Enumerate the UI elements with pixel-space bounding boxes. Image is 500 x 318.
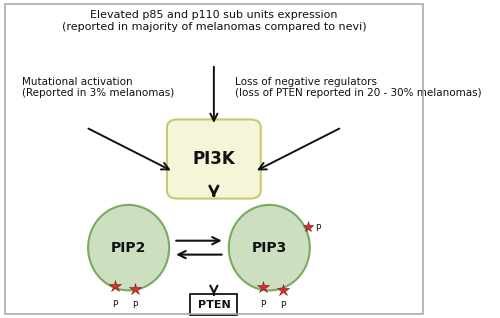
Text: PI3K: PI3K bbox=[192, 150, 236, 168]
Text: PIP3: PIP3 bbox=[252, 241, 287, 255]
FancyBboxPatch shape bbox=[167, 120, 261, 198]
FancyBboxPatch shape bbox=[190, 294, 238, 315]
Text: Loss of negative regulators
(loss of PTEN reported in 20 - 30% melanomas): Loss of negative regulators (loss of PTE… bbox=[235, 77, 482, 98]
Text: PTEN: PTEN bbox=[198, 300, 230, 310]
Text: P: P bbox=[280, 301, 285, 310]
Text: P: P bbox=[132, 301, 138, 310]
Ellipse shape bbox=[229, 205, 310, 290]
Ellipse shape bbox=[88, 205, 169, 290]
Text: P: P bbox=[315, 224, 320, 232]
Text: P: P bbox=[260, 300, 266, 309]
Text: PIP2: PIP2 bbox=[111, 241, 146, 255]
Text: P: P bbox=[112, 300, 117, 309]
Text: Mutational activation
(Reported in 3% melanomas): Mutational activation (Reported in 3% me… bbox=[22, 77, 174, 98]
Text: Elevated p85 and p110 sub units expression
(reported in majority of melanomas co: Elevated p85 and p110 sub units expressi… bbox=[62, 10, 366, 32]
